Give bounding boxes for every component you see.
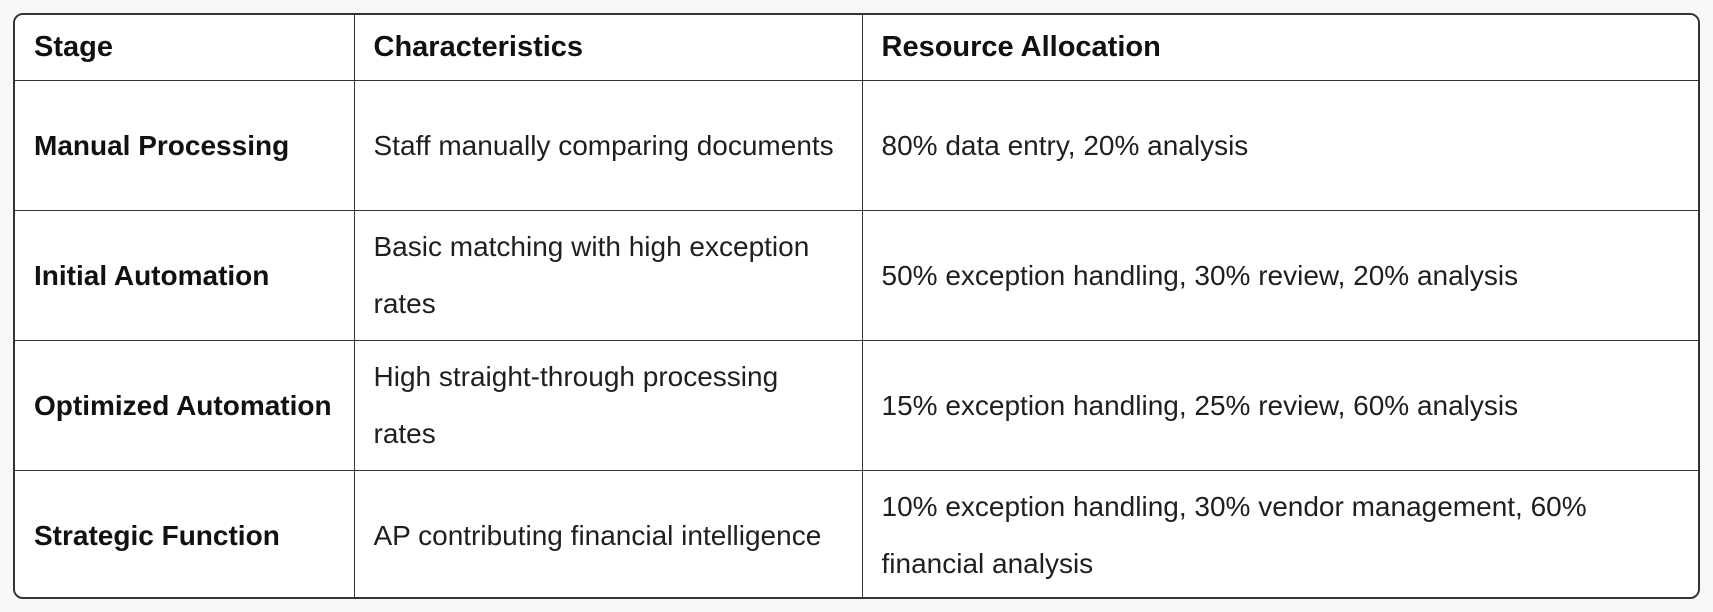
cell-resource-allocation: 80% data entry, 20% analysis xyxy=(861,79,1698,211)
cell-stage: Manual Processing xyxy=(15,79,355,211)
cell-characteristics: Basic matching with high exception rates xyxy=(353,209,863,341)
column-header-stage: Stage xyxy=(15,15,355,81)
table-row: Manual Processing Staff manually compari… xyxy=(15,79,1698,211)
cell-resource-allocation: 10% exception handling, 30% vendor manag… xyxy=(861,469,1698,597)
stages-table: Stage Characteristics Resource Allocatio… xyxy=(15,15,1698,597)
cell-characteristics: AP contributing financial intelligence xyxy=(353,469,863,597)
column-header-resource-allocation: Resource Allocation xyxy=(861,15,1698,81)
header-row: Stage Characteristics Resource Allocatio… xyxy=(15,15,1698,81)
cell-resource-allocation: 50% exception handling, 30% review, 20% … xyxy=(861,209,1698,341)
cell-resource-allocation: 15% exception handling, 25% review, 60% … xyxy=(861,339,1698,471)
cell-stage: Initial Automation xyxy=(15,209,355,341)
cell-stage: Strategic Function xyxy=(15,469,355,597)
cell-stage: Optimized Automation xyxy=(15,339,355,471)
stages-table-card: Stage Characteristics Resource Allocatio… xyxy=(13,13,1700,599)
cell-characteristics: High straight-through processing rates xyxy=(353,339,863,471)
table-row: Strategic Function AP contributing finan… xyxy=(15,469,1698,597)
column-header-characteristics: Characteristics xyxy=(353,15,863,81)
table-row: Initial Automation Basic matching with h… xyxy=(15,209,1698,341)
cell-characteristics: Staff manually comparing documents xyxy=(353,79,863,211)
table-row: Optimized Automation High straight-throu… xyxy=(15,339,1698,471)
